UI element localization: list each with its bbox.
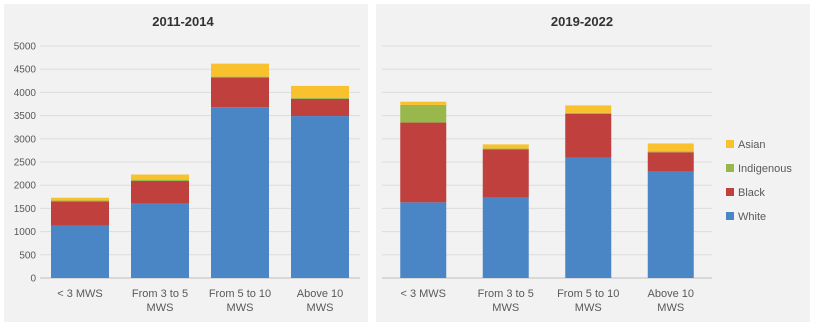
x-tick-label: MWS bbox=[307, 302, 334, 314]
x-tick-label: MWS bbox=[227, 302, 254, 314]
bar-segment-black bbox=[51, 201, 109, 226]
legend-label-asian: Asian bbox=[738, 139, 766, 151]
bar-segment-white bbox=[51, 225, 109, 278]
x-tick-label: From 5 to 10 bbox=[557, 288, 619, 300]
y-tick-label: 1000 bbox=[14, 227, 37, 238]
bar-segment-black bbox=[131, 181, 189, 204]
x-tick-label: < 3 MWS bbox=[400, 288, 446, 300]
y-tick-label: 4500 bbox=[14, 65, 37, 76]
bar-segment-black bbox=[565, 113, 612, 158]
y-tick-label: 1500 bbox=[14, 204, 37, 215]
y-tick-label: 2500 bbox=[14, 158, 37, 169]
x-tick-label: From 3 to 5 bbox=[132, 288, 188, 300]
bar-segment-indigenous bbox=[482, 148, 529, 150]
chart-title: 2011-2014 bbox=[152, 14, 214, 29]
bar-segment-white bbox=[482, 197, 529, 278]
bar-segment-asian bbox=[647, 143, 694, 152]
bar-segment-asian bbox=[565, 105, 612, 113]
x-tick-label: MWS bbox=[492, 302, 519, 314]
bar-segment-black bbox=[400, 122, 447, 203]
legend-swatch-white bbox=[726, 212, 734, 220]
bar-segment-white bbox=[291, 116, 349, 279]
bar-segment-asian bbox=[400, 101, 447, 105]
x-tick-label: MWS bbox=[657, 302, 684, 314]
x-tick-label: MWS bbox=[575, 302, 602, 314]
chart-panel-2011-2014: 2011-2014 0 500 1000 1500 2000 2500 3000 3500 40… bbox=[4, 4, 368, 322]
bar-segment-indigenous bbox=[565, 112, 612, 114]
y-tick-label: 5000 bbox=[14, 42, 37, 53]
bar-segment-indigenous bbox=[51, 200, 109, 202]
x-tick-label: Above 10 bbox=[297, 288, 343, 300]
bar-segment-white bbox=[400, 202, 447, 278]
legend-swatch-indigenous bbox=[726, 164, 734, 172]
legend-label-white: White bbox=[738, 211, 766, 223]
legend-swatch-black bbox=[726, 188, 734, 196]
bar-segment-asian bbox=[291, 85, 349, 98]
bar-segment-black bbox=[647, 152, 694, 172]
bar-segment-indigenous bbox=[291, 97, 349, 99]
y-tick-label: 0 bbox=[30, 274, 36, 285]
x-tick-label: Above 10 bbox=[648, 288, 694, 300]
y-tick-label: 4000 bbox=[14, 88, 37, 99]
bar-segment-white bbox=[131, 203, 189, 278]
x-tick-label: From 5 to 10 bbox=[209, 288, 271, 300]
x-tick-label: MWS bbox=[147, 302, 174, 314]
bar-segment-white bbox=[565, 157, 612, 278]
legend-label-black: Black bbox=[738, 187, 765, 199]
bar-segment-white bbox=[211, 107, 269, 278]
bar-segment-asian bbox=[211, 63, 269, 77]
chart-title: 2019-2022 bbox=[551, 14, 613, 29]
legend: Asian Indigenous Black White bbox=[726, 139, 792, 223]
legend-label-indigenous: Indigenous bbox=[738, 163, 792, 175]
bar-segment-asian bbox=[51, 197, 109, 201]
bar-segment-asian bbox=[131, 174, 189, 180]
bar-segment-black bbox=[482, 149, 529, 198]
bar-segment-indigenous bbox=[647, 151, 694, 153]
bar-segment-black bbox=[291, 98, 349, 117]
bar-segment-white bbox=[647, 171, 694, 278]
y-tick-label: 2000 bbox=[14, 181, 37, 192]
x-tick-label: From 3 to 5 bbox=[478, 288, 534, 300]
bar-segment-indigenous bbox=[211, 76, 269, 78]
bar-segment-asian bbox=[482, 144, 529, 149]
bar-segment-indigenous bbox=[131, 179, 189, 182]
legend-swatch-asian bbox=[726, 140, 734, 148]
bar-segment-indigenous bbox=[400, 104, 447, 123]
y-tick-label: 500 bbox=[19, 250, 36, 261]
x-tick-label: < 3 MWS bbox=[57, 288, 103, 300]
bar-segment-black bbox=[211, 77, 269, 108]
chart-panel-2019-2022: 2019-2022 < 3 MWS From 3 to 5 MWS From 5 to… bbox=[376, 4, 810, 322]
y-tick-label: 3500 bbox=[14, 111, 37, 122]
y-tick-label: 3000 bbox=[14, 134, 37, 145]
